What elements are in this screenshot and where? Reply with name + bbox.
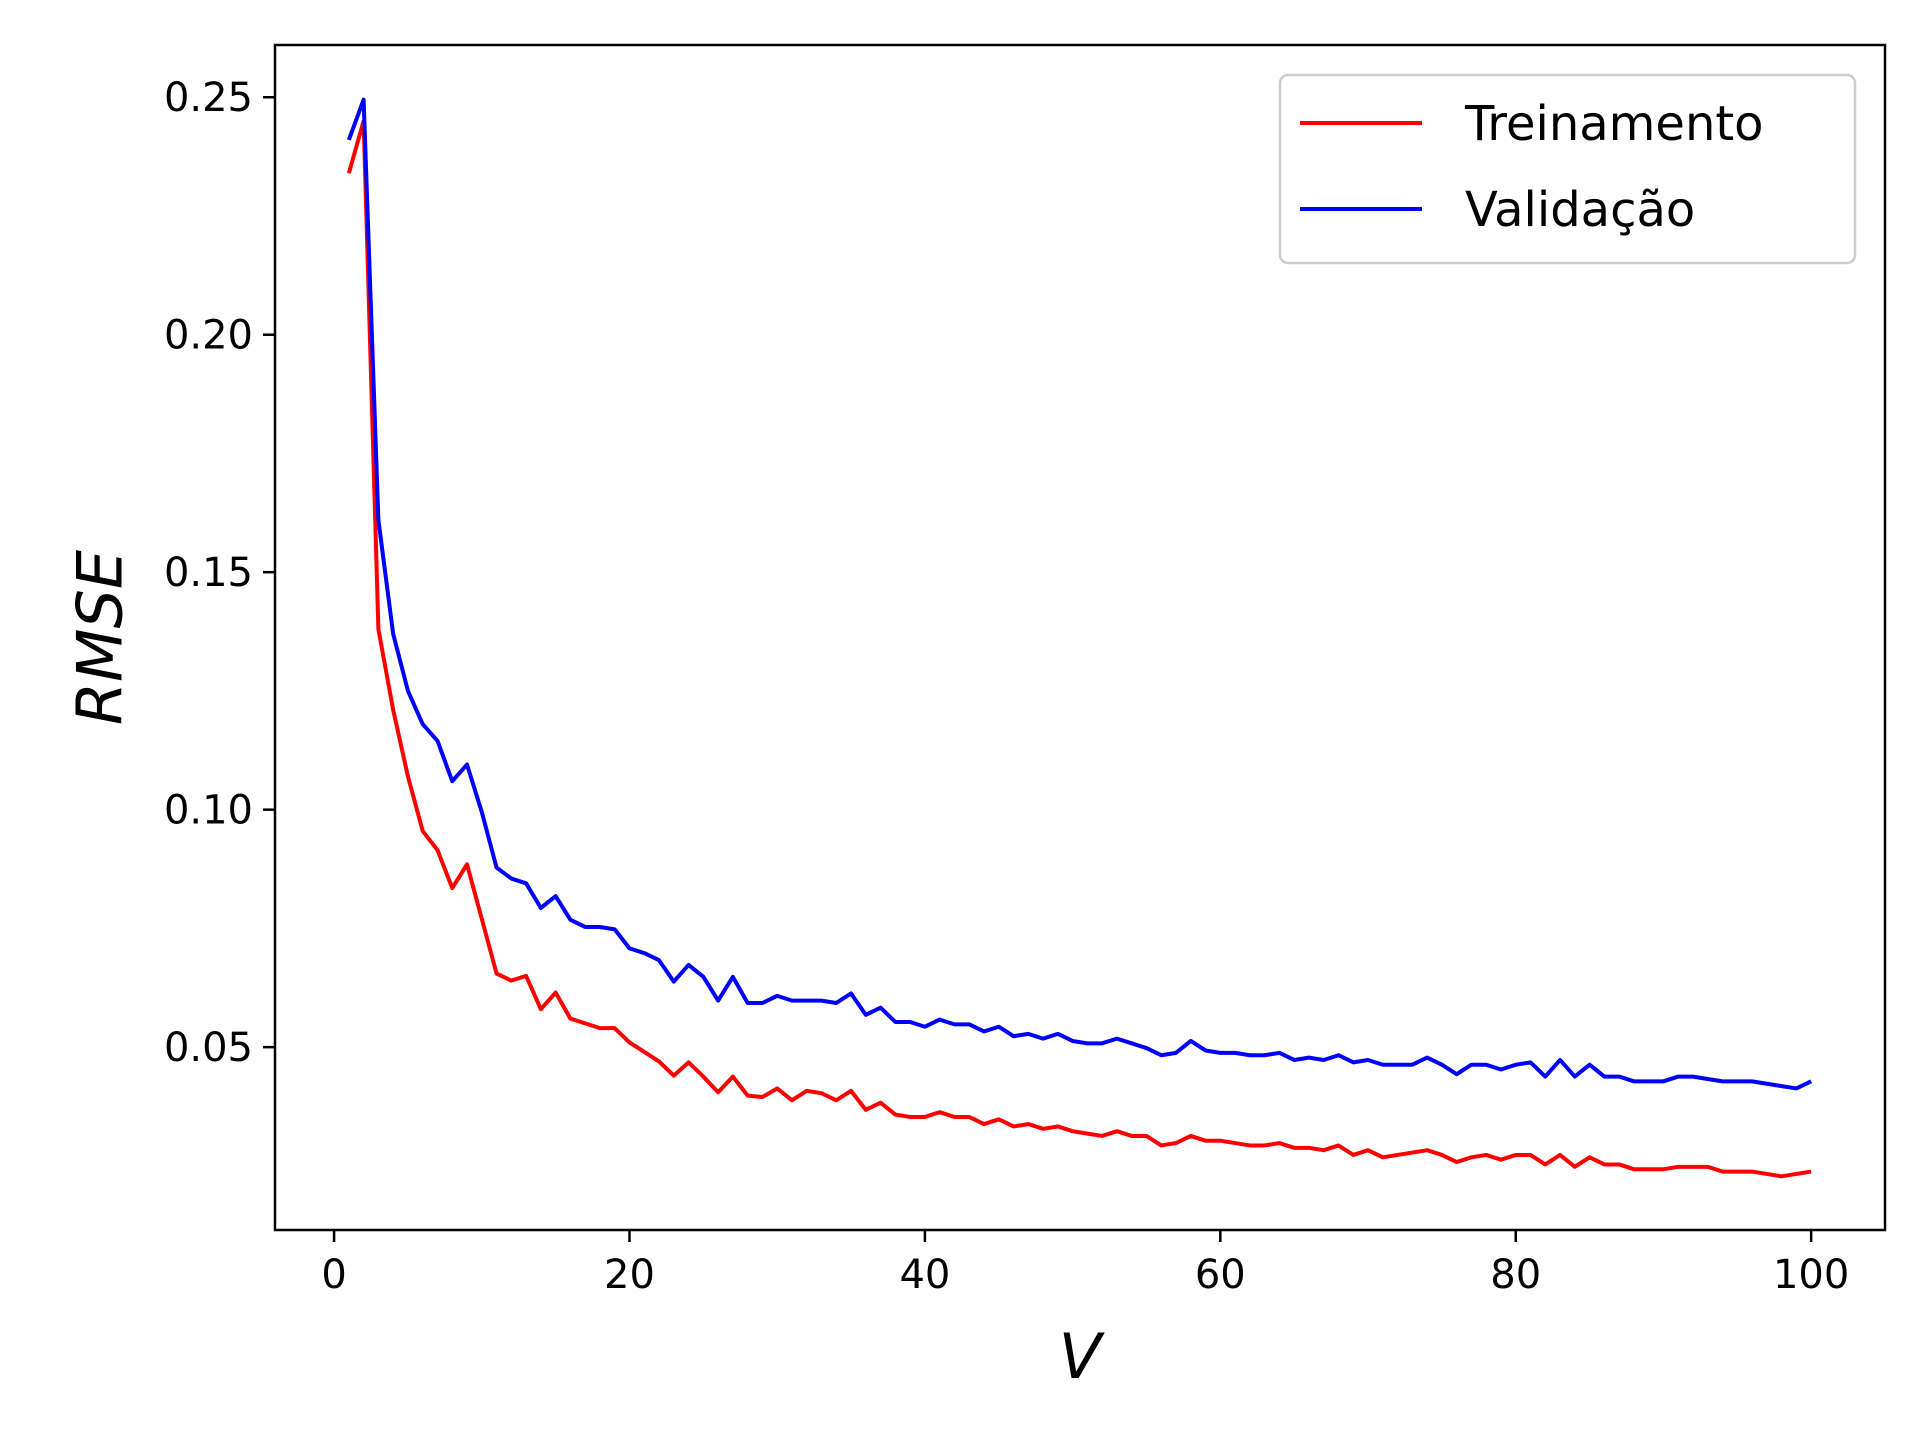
legend-label-validacao: Validação [1465, 182, 1695, 238]
y-tick-label: 0.05 [164, 1025, 253, 1071]
y-axis-label: RMSE [64, 549, 137, 725]
y-axis: 0.05 0.10 0.15 0.20 0.25 [164, 75, 275, 1071]
x-tick-label: 80 [1490, 1252, 1541, 1298]
plot-area-frame [273, 43, 1887, 1232]
x-tick-label: 0 [321, 1252, 346, 1298]
series-line-validacao [346, 97, 1813, 1091]
series-layer [346, 97, 1813, 1179]
x-tick-label: 60 [1195, 1252, 1246, 1298]
x-tick-label: 40 [899, 1252, 950, 1298]
legend-box [1278, 73, 1857, 265]
y-tick-label: 0.10 [164, 788, 253, 834]
legend-label-treinamento: Treinamento [1464, 96, 1764, 152]
legend: Treinamento Validação [1278, 73, 1857, 265]
x-axis-label: V [1059, 1320, 1106, 1393]
x-tick-label: 100 [1773, 1252, 1849, 1298]
x-tick-label: 20 [604, 1252, 655, 1298]
y-tick-label: 0.20 [164, 313, 253, 359]
y-tick-label: 0.25 [164, 75, 253, 121]
y-tick-label: 0.15 [164, 550, 253, 596]
x-axis: 0 20 40 60 80 100 [321, 1230, 1849, 1298]
series-line-treinamento [346, 118, 1812, 1179]
